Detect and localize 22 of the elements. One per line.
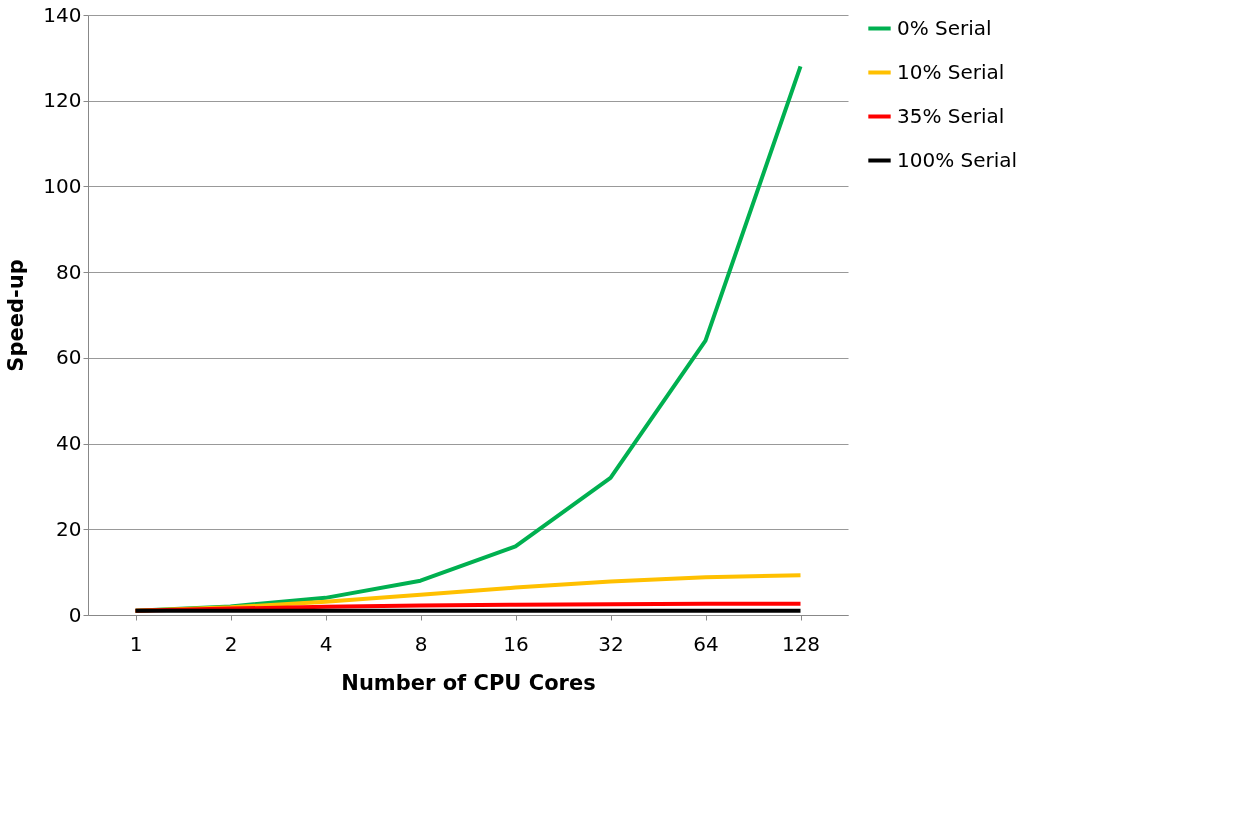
y-tick-label: 60 — [56, 345, 82, 370]
legend-label: 35% Serial — [897, 103, 1005, 128]
y-tick-label: 40 — [56, 431, 82, 456]
x-tick-label: 1 — [129, 631, 143, 656]
y-tick-label: 20 — [56, 516, 82, 541]
y-axis-title: Speed-up — [4, 259, 29, 372]
x-axis-title: Number of CPU Cores — [341, 670, 596, 695]
y-tick-label: 140 — [43, 2, 82, 27]
x-tick-label: 32 — [598, 631, 624, 656]
x-tick-label: 2 — [224, 631, 238, 656]
y-tick-label: 80 — [56, 259, 82, 284]
y-tick-label: 120 — [43, 88, 82, 113]
x-tick-label: 128 — [781, 631, 821, 656]
y-tick-label: 0 — [68, 602, 82, 627]
x-tick-label: 4 — [319, 631, 333, 656]
legend-label: 0% Serial — [897, 15, 992, 40]
legend-label: 10% Serial — [897, 59, 1005, 84]
x-tick-label: 16 — [503, 631, 529, 656]
legend-label: 100% Serial — [897, 147, 1018, 172]
x-tick-label: 8 — [414, 631, 428, 656]
x-tick-label: 64 — [693, 631, 719, 656]
y-tick-label: 100 — [43, 173, 82, 198]
